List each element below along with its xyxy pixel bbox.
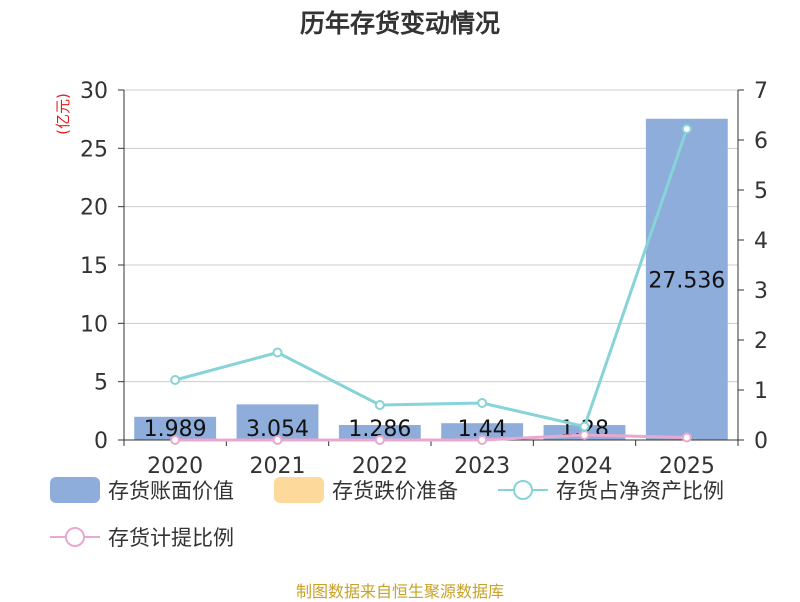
- legend-item-provision-ratio[interactable]: 存货计提比例: [50, 522, 234, 552]
- legend-item-book-value[interactable]: 存货账面价值: [50, 475, 234, 505]
- net-asset-ratio-point: [477, 398, 488, 408]
- net-asset-ratio-point: [579, 421, 590, 432]
- provision-ratio-line: [175, 433, 687, 442]
- provision-ratio-point: [374, 435, 385, 445]
- provision-ratio-point: [681, 432, 692, 443]
- provision-ratio-point: [170, 435, 181, 445]
- provision-ratio-point: [272, 435, 283, 445]
- bar-book-value: [441, 423, 524, 440]
- net-asset-ratio-line: [174, 128, 689, 429]
- chart-title: 历年存货变动情况: [299, 9, 500, 38]
- x-tick-label: 2025: [659, 454, 715, 479]
- bar-book-value: [338, 424, 421, 440]
- legend-label: 存货账面价值: [108, 479, 234, 503]
- x-tick-label: 2024: [557, 454, 613, 479]
- y-right-tick-label: 2: [754, 329, 768, 354]
- legend-item-net-asset-ratio[interactable]: 存货占净资产比例: [498, 475, 724, 505]
- y-left-tick-label: 10: [80, 312, 108, 337]
- x-tick-label: 2021: [250, 454, 306, 479]
- legend-item-provision[interactable]: 存货跌价准备: [274, 475, 458, 505]
- bar-book-value: [134, 416, 217, 440]
- y-right-tick-label: 0: [754, 429, 768, 454]
- y-right-tick-label: 7: [754, 79, 768, 104]
- y-right-tick-label: 3: [754, 279, 768, 304]
- legend-line-swatch-icon: [498, 480, 548, 500]
- y-right-tick-label: 5: [754, 179, 768, 204]
- legend-bar-swatch-icon: [274, 477, 324, 503]
- y-left-tick-label: 5: [94, 371, 108, 396]
- net-asset-ratio-point: [681, 124, 692, 134]
- provision-ratio-point: [477, 435, 488, 445]
- y-right-tick-label: 1: [754, 379, 768, 404]
- net-asset-ratio-point: [170, 375, 181, 385]
- legend-label: 存货计提比例: [108, 526, 234, 550]
- y-left-tick-label: 30: [80, 79, 108, 104]
- x-tick-label: 2023: [454, 454, 510, 479]
- y-left-tick-label: 15: [80, 254, 108, 279]
- y-left-tick-label: 20: [80, 196, 108, 221]
- y-right-tick-label: 4: [754, 229, 768, 254]
- y-left-tick-label: 0: [94, 429, 108, 454]
- legend-label: 存货跌价准备: [332, 479, 458, 503]
- net-asset-ratio-point: [374, 400, 385, 410]
- y-right-tick-label: 6: [754, 129, 768, 154]
- legend-bar-swatch-icon: [50, 477, 100, 503]
- x-tick-label: 2020: [147, 454, 203, 479]
- bar-book-value: [236, 404, 319, 440]
- source-note: 制图数据来自恒生聚源数据库: [295, 582, 504, 601]
- x-tick-label: 2022: [352, 454, 408, 479]
- bar-data-label: 27.536: [648, 268, 725, 293]
- net-asset-ratio-point: [272, 347, 283, 358]
- legend-label: 存货占净资产比例: [556, 479, 724, 503]
- y-left-tick-label: 25: [80, 137, 108, 162]
- bar-book-value: [645, 118, 728, 440]
- y-left-unit-label: (亿元): [54, 93, 72, 135]
- provision-ratio-point: [579, 430, 590, 440]
- legend-line-swatch-icon: [50, 527, 100, 547]
